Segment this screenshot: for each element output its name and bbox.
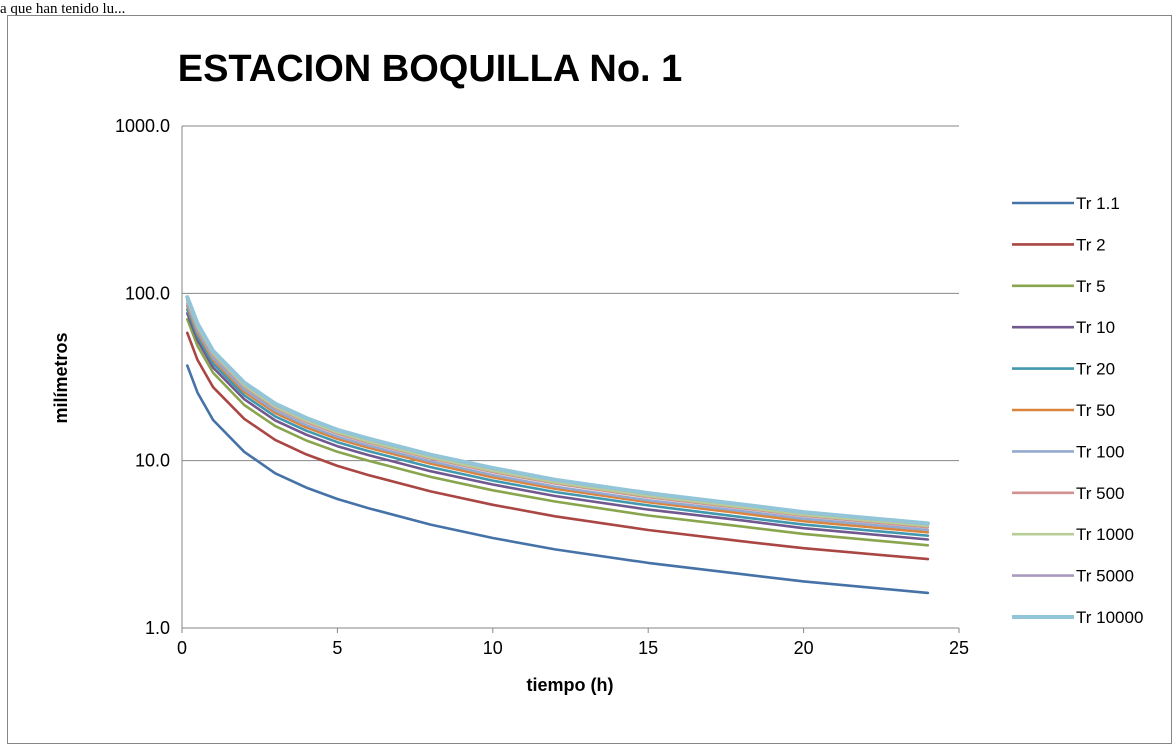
series-line-tr-50 xyxy=(186,304,930,534)
x-tick-label: 25 xyxy=(949,638,969,658)
chart-area: ESTACION BOQUILLA No. 1 1.0 10.0 100.0 1000… xyxy=(7,15,1172,744)
chart-title: ESTACION BOQUILLA No. 1 xyxy=(178,48,683,90)
legend-label: Tr 10 xyxy=(1076,318,1115,337)
series-line-tr-10 xyxy=(186,311,930,541)
caption-text: a que han tenido lu... xyxy=(0,1,126,17)
x-tick-label: 20 xyxy=(794,638,814,658)
legend-label: Tr 5000 xyxy=(1076,567,1134,586)
x-tick-label: 15 xyxy=(638,638,658,658)
y-tick-label: 1.0 xyxy=(145,618,170,638)
legend: Tr 1.1 Tr 2 Tr 5 Tr 10 Tr 20 Tr 50 Tr 100 Tr 50… xyxy=(1012,194,1143,627)
chart-svg: ESTACION BOQUILLA No. 1 1.0 10.0 100.0 1000… xyxy=(51,48,1143,695)
legend-label: Tr 5 xyxy=(1076,277,1106,296)
series-line-tr-20 xyxy=(186,308,930,538)
x-tick-label: 0 xyxy=(177,638,187,658)
legend-label: Tr 20 xyxy=(1076,360,1115,379)
legend-label: Tr 2 xyxy=(1076,235,1106,254)
legend-label: Tr 10000 xyxy=(1076,608,1143,627)
series-line-tr-10000 xyxy=(185,295,930,526)
legend-label: Tr 500 xyxy=(1076,484,1125,503)
y-tick-label: 10.0 xyxy=(135,451,170,471)
y-axis-title: milímetros xyxy=(51,332,71,423)
series-line-tr-2 xyxy=(186,331,930,561)
legend-label: Tr 1.1 xyxy=(1076,194,1120,213)
x-tick-label: 5 xyxy=(332,638,342,658)
legend-label: Tr 1000 xyxy=(1076,525,1134,544)
series-line-tr-5 xyxy=(186,317,930,547)
legend-label: Tr 50 xyxy=(1076,401,1115,420)
series-layer xyxy=(185,295,930,595)
series-line-tr-100 xyxy=(186,302,930,532)
y-tick-label: 100.0 xyxy=(125,283,170,303)
x-tick-label: 10 xyxy=(483,638,503,658)
x-axis-title: tiempo (h) xyxy=(527,675,614,695)
legend-label: Tr 100 xyxy=(1076,442,1125,461)
y-tick-label: 1000.0 xyxy=(115,116,170,136)
series-line-tr-1-1 xyxy=(186,364,930,595)
axis-layer: 1.0 10.0 100.0 1000.0 0 5 10 15 20 25 xyxy=(115,116,969,658)
